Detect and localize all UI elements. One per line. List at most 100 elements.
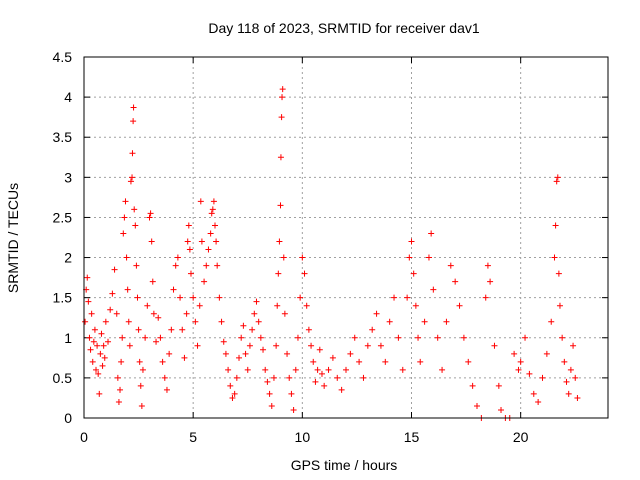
data-point [277, 202, 284, 209]
data-point [181, 354, 188, 361]
data-point [205, 246, 212, 253]
data-point [279, 86, 286, 93]
x-tick-label: 15 [404, 429, 420, 445]
data-point [207, 230, 214, 237]
plot-frame [83, 56, 609, 419]
data-point [382, 358, 389, 365]
data-point [244, 366, 251, 373]
y-tick-label: 4.5 [53, 49, 73, 65]
data-point [216, 294, 223, 301]
data-point [301, 270, 308, 277]
data-point [535, 398, 542, 405]
x-axis: 0 5 10 15 20 [80, 57, 529, 445]
data-point [117, 386, 124, 393]
data-point [94, 342, 101, 349]
data-point [391, 294, 398, 301]
data-point [278, 114, 285, 121]
data-point [373, 310, 380, 317]
data-point [86, 334, 93, 341]
data-point [213, 238, 220, 245]
data-point [356, 358, 363, 365]
data-point [288, 390, 295, 397]
data-point [517, 358, 524, 365]
data-point [130, 118, 137, 125]
data-point [251, 310, 258, 317]
data-point [233, 374, 240, 381]
data-point [159, 358, 166, 365]
data-point [294, 334, 301, 341]
data-point [229, 394, 236, 401]
data-point [567, 366, 574, 373]
y-tick-label: 4 [64, 89, 72, 105]
data-point [84, 274, 91, 281]
data-point [428, 230, 435, 237]
data-point [249, 326, 256, 333]
data-point [238, 334, 245, 341]
data-point [443, 318, 450, 325]
y-tick-label: 0 [64, 410, 72, 426]
y-tick-label: 3.5 [53, 129, 73, 145]
data-point [321, 382, 328, 389]
data-point [98, 330, 105, 337]
data-point [530, 390, 537, 397]
data-point [113, 310, 120, 317]
data-point [210, 198, 217, 205]
data-point [408, 238, 415, 245]
data-point [85, 298, 92, 305]
data-point [280, 254, 287, 261]
data-point [99, 362, 106, 369]
data-point [434, 334, 441, 341]
data-point [305, 326, 312, 333]
data-point [231, 390, 238, 397]
data-point [111, 266, 118, 273]
data-point [91, 326, 98, 333]
data-point [274, 302, 281, 309]
data-point [197, 198, 204, 205]
data-point [447, 262, 454, 269]
data-point [570, 342, 577, 349]
y-tick-label: 1.5 [53, 290, 73, 306]
data-point [491, 342, 498, 349]
data-point [100, 342, 107, 349]
data-point [201, 278, 208, 285]
data-point [266, 390, 273, 397]
data-point [135, 326, 142, 333]
data-point [386, 318, 393, 325]
data-point [82, 318, 89, 325]
data-point [101, 354, 108, 361]
data-point [90, 338, 97, 345]
data-point [198, 238, 205, 245]
data-point [121, 214, 128, 221]
y-tick-label: 2.5 [53, 209, 73, 225]
data-point [343, 366, 349, 373]
data-point [125, 318, 132, 325]
data-point [220, 338, 227, 345]
data-point [179, 326, 186, 333]
data-point [487, 278, 494, 285]
data-point [124, 286, 131, 293]
data-point [460, 334, 467, 341]
data-point [465, 358, 472, 365]
data-point [214, 262, 221, 269]
data-point [88, 310, 95, 317]
data-point [129, 174, 136, 181]
data-point [122, 198, 129, 205]
data-point [149, 278, 156, 285]
data-point [264, 378, 271, 385]
data-point [87, 346, 94, 353]
data-point [190, 294, 197, 301]
data-point [559, 334, 566, 341]
data-point [334, 374, 341, 381]
data-point [273, 342, 280, 349]
data-point [115, 398, 122, 405]
data-point [456, 302, 463, 309]
data-point [212, 222, 218, 229]
data-point [174, 254, 181, 261]
data-point [134, 294, 141, 301]
data-point [452, 278, 459, 285]
data-point [276, 238, 283, 245]
data-point [556, 302, 563, 309]
data-point [209, 206, 216, 213]
data-point [498, 406, 505, 413]
y-axis-title: SRMTID / TECUs [5, 183, 21, 293]
